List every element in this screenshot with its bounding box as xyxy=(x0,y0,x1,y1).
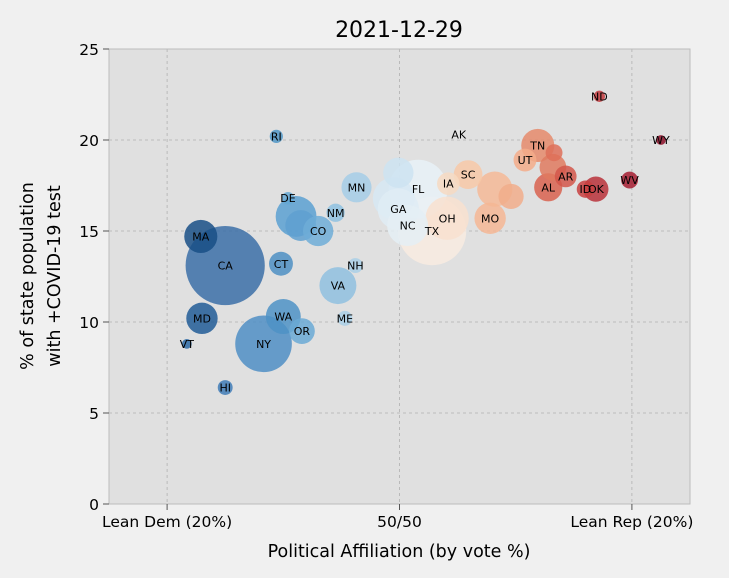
y-tick-label: 25 xyxy=(79,41,99,59)
point-label-ia: IA xyxy=(443,178,454,191)
y-axis-label-line-2: with +COVID-19 test xyxy=(45,185,65,367)
bubble-va xyxy=(319,267,357,305)
point-label-vt: VT xyxy=(180,338,195,351)
point-label-ok: OK xyxy=(588,183,605,196)
bubble-nd xyxy=(593,90,605,102)
bubble-unlabeled xyxy=(383,157,414,188)
point-label-ct: CT xyxy=(274,258,289,271)
point-label-tx: TX xyxy=(424,225,440,238)
bubble-mo xyxy=(474,202,506,234)
bubble-oh xyxy=(425,196,469,240)
point-label-nm: NM xyxy=(327,207,345,220)
y-axis-ticks: 0 5 10 15 20 25 xyxy=(79,41,109,514)
point-label-fl: FL xyxy=(412,183,425,196)
bubble-hi xyxy=(217,380,233,395)
bubble-wv xyxy=(621,171,639,189)
point-label-nd: ND xyxy=(591,90,608,103)
point-label-nc: NC xyxy=(400,220,416,233)
bubble-wy xyxy=(656,135,666,145)
point-label-mo: MO xyxy=(481,212,499,225)
point-label-ny: NY xyxy=(256,338,271,351)
point-label-ma: MA xyxy=(192,230,209,243)
point-label-ar: AR xyxy=(558,170,574,183)
bubble-co xyxy=(302,215,334,247)
bubble-ak xyxy=(453,129,465,140)
point-label-al: AL xyxy=(541,181,556,194)
bubble-ri xyxy=(269,129,283,143)
y-axis-label-line-1: % of state population xyxy=(18,182,38,370)
bubbles xyxy=(181,90,666,395)
point-label-oh: OH xyxy=(439,212,456,225)
y-tick-label: 15 xyxy=(79,223,99,241)
x-axis-ticks: Lean Dem (20%) 50/50 Lean Rep (20%) xyxy=(102,504,693,531)
bubble-ct xyxy=(269,251,293,276)
chart-title: 2021-12-29 xyxy=(335,18,463,43)
point-label-tn: TN xyxy=(529,139,545,152)
point-label-hi: HI xyxy=(219,382,231,395)
bubble-sc xyxy=(453,160,483,189)
bubble-nh xyxy=(347,258,363,274)
x-axis-label: Political Affiliation (by vote %) xyxy=(268,542,531,562)
bubble-me xyxy=(337,310,353,326)
point-label-ak: AK xyxy=(451,129,467,142)
bubble-ut xyxy=(513,148,537,172)
bubble-ar xyxy=(554,165,577,188)
bubble-vt xyxy=(181,338,192,349)
bubble-md xyxy=(186,302,218,335)
point-label-id: ID xyxy=(580,183,592,196)
bubble-mn xyxy=(341,172,372,203)
point-label-de: DE xyxy=(280,192,295,205)
point-label-ga: GA xyxy=(390,203,407,216)
point-label-mn: MN xyxy=(348,181,366,194)
bubble-nm xyxy=(326,203,345,222)
bubble-id xyxy=(576,180,595,198)
x-tick-label: 50/50 xyxy=(377,513,422,531)
point-label-sc: SC xyxy=(461,169,476,182)
bubble-unlabeled xyxy=(498,183,524,210)
point-label-md: MD xyxy=(193,312,211,325)
point-label-co: CO xyxy=(310,225,327,238)
point-label-va: VA xyxy=(331,280,346,293)
bubble-nc xyxy=(387,205,429,247)
y-tick-label: 10 xyxy=(79,314,99,332)
bubble-unlabeled xyxy=(545,144,563,162)
bubble-de xyxy=(281,191,295,205)
point-label-ut: UT xyxy=(518,154,533,167)
point-label-ca: CA xyxy=(218,260,234,273)
point-label-nh: NH xyxy=(347,260,364,273)
point-label-wa: WA xyxy=(274,311,292,324)
point-label-wv: WV xyxy=(620,174,639,187)
point-label-me: ME xyxy=(337,312,353,325)
y-tick-label: 20 xyxy=(79,132,99,150)
point-label-or: OR xyxy=(294,325,311,338)
y-tick-label: 0 xyxy=(89,496,99,514)
x-tick-label: Lean Dem (20%) xyxy=(102,513,232,531)
bubble-ma xyxy=(184,219,218,254)
y-tick-label: 5 xyxy=(89,405,99,423)
bubble-or xyxy=(288,318,315,345)
point-label-ri: RI xyxy=(271,130,282,143)
bubble-ia xyxy=(437,172,460,195)
point-label-wy: WY xyxy=(652,134,670,147)
x-tick-label: Lean Rep (20%) xyxy=(570,513,693,531)
